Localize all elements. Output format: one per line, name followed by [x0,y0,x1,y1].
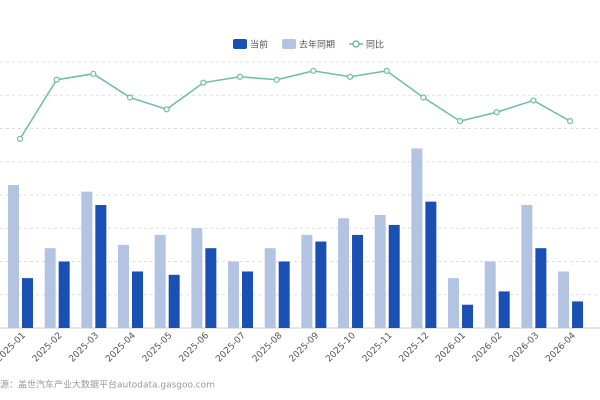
x-tick-label: 2026-01 [434,331,468,365]
bar [535,248,547,328]
bar [95,204,107,328]
bar [22,278,33,328]
x-tick-label: 2025-09 [288,331,322,365]
x-tick-label: 2026-04 [544,331,578,365]
bar [132,271,144,328]
x-tick-label: 2026-02 [471,331,505,365]
point [310,67,317,74]
bar [484,261,496,328]
x-tick-label: 2025-03 [68,331,102,365]
point [53,76,60,83]
bar [425,201,437,328]
bar [374,214,386,328]
bar [81,191,93,328]
bar [58,261,70,328]
line [19,70,571,140]
x-tick-label: 2025-11 [361,331,395,365]
point [163,106,170,113]
bar [301,234,313,328]
point [456,118,464,125]
bar [558,271,570,328]
point [236,73,244,80]
bar [242,271,254,328]
bar [44,248,56,328]
legend-swatch [233,39,247,49]
point [90,70,97,77]
bar [264,248,276,328]
bar [191,228,203,328]
x-tick-label: 2025-04 [104,331,138,365]
bar [338,218,350,328]
point [200,79,207,86]
bar [352,234,364,328]
bar [315,241,327,328]
legend-label: 同比 [366,39,384,51]
x-tick-label: 2025-12 [398,331,432,365]
bar [228,261,240,328]
point [420,94,427,101]
legend-label: 当前 [250,39,268,51]
bar [448,278,460,328]
x-tick-label: 2025-10 [324,331,358,365]
bar [154,234,166,328]
x-tick-label: 2025-07 [214,331,248,365]
x-tick-label: 2025-08 [251,331,285,365]
x-tick-label: 2025-05 [141,331,175,365]
bar [278,261,290,328]
bar [521,204,533,328]
point [126,94,134,101]
x-tick-label: 2025-01 [0,331,28,365]
point [493,109,500,116]
point [16,135,24,142]
bar [8,185,19,328]
legend-swatch [282,39,297,49]
x-tick-label: 2025-06 [178,331,212,365]
bar [462,304,474,328]
source-note: 源：盖世汽车产业大数据平台autodata.gasgoo.com [0,379,215,391]
x-tick-label: 2025-02 [31,331,65,365]
point [566,118,574,125]
legend-marker [352,40,360,48]
bar [205,248,217,328]
bar [118,244,130,328]
point [273,76,280,83]
bar [572,301,584,328]
bar [388,224,400,328]
x-tick-label: 2026-03 [508,331,542,365]
point [346,73,354,80]
bar [411,148,423,328]
point [530,97,537,104]
point [383,67,390,74]
bar [168,274,180,328]
legend-label: 去年同期 [299,39,335,51]
bar [498,291,510,328]
